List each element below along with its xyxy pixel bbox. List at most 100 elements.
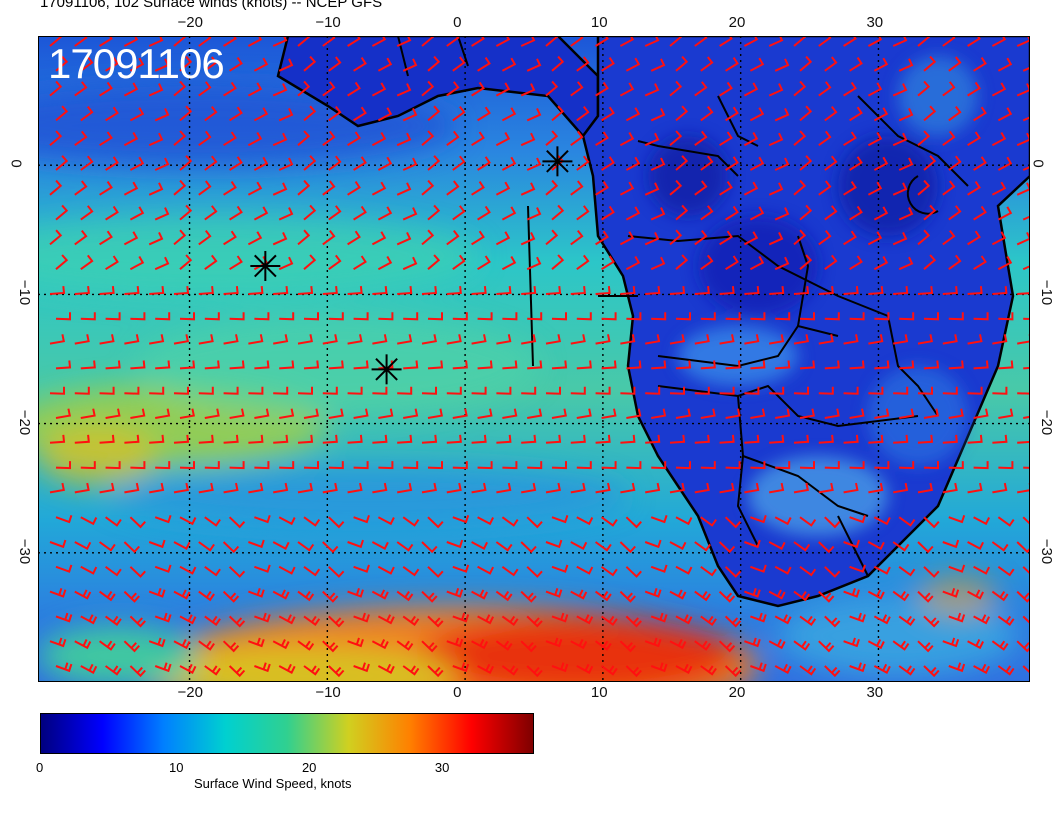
wind-barb xyxy=(279,312,295,321)
wind-barb xyxy=(867,639,885,650)
wind-barb xyxy=(923,516,940,529)
wind-barb xyxy=(545,587,563,598)
wind-barb xyxy=(130,461,146,470)
wind-barb xyxy=(700,615,717,627)
wind-barb xyxy=(223,334,239,345)
wind-barb xyxy=(626,408,642,419)
wind-barb xyxy=(824,56,838,72)
wind-barb xyxy=(923,566,940,578)
wind-barb xyxy=(297,482,313,494)
wind-barb xyxy=(799,360,816,370)
wind-barb xyxy=(799,105,813,122)
wind-barb xyxy=(279,360,295,370)
wind-barb xyxy=(545,130,559,146)
wind-barb xyxy=(998,408,1014,419)
wind-barb xyxy=(254,564,271,573)
wind-barb xyxy=(99,482,115,494)
wind-barb xyxy=(427,204,441,221)
wind-barb xyxy=(377,614,395,625)
wind-barb xyxy=(322,541,339,554)
wind-barb xyxy=(551,254,565,270)
wind-barb xyxy=(248,539,265,549)
wind-barb xyxy=(80,461,96,470)
wind-barb xyxy=(527,360,543,370)
wind-barb xyxy=(650,58,666,72)
wind-barb xyxy=(893,482,909,494)
wind-barb xyxy=(254,408,270,419)
wind-barb xyxy=(446,637,464,648)
wind-barb xyxy=(675,565,693,575)
wind-barb xyxy=(446,539,464,549)
wind-barb xyxy=(824,516,841,529)
wind-barb xyxy=(744,434,760,444)
wind-barb xyxy=(521,386,537,395)
wind-barb xyxy=(397,334,413,345)
wind-barb xyxy=(198,541,215,552)
wind-barb xyxy=(402,665,420,676)
wind-barb xyxy=(396,83,412,97)
wind-barb xyxy=(80,56,94,72)
lon-tick-label-top: 20 xyxy=(728,14,746,31)
wind-barb xyxy=(917,179,931,196)
wind-barb xyxy=(228,665,246,678)
wind-barb xyxy=(229,156,243,171)
wind-barb xyxy=(396,132,412,147)
wind-barb xyxy=(124,285,140,295)
wind-barb xyxy=(595,131,609,147)
wind-barb xyxy=(446,229,460,246)
wind-barb xyxy=(570,180,584,196)
wind-barb xyxy=(551,612,569,623)
wind-barb xyxy=(421,386,437,395)
wind-barb xyxy=(793,179,807,196)
wind-barb xyxy=(229,360,245,370)
wind-barb xyxy=(278,58,294,72)
wind-barb xyxy=(353,156,367,171)
wind-barb xyxy=(997,256,1013,271)
wind-barb xyxy=(749,156,765,171)
wind-barb xyxy=(669,434,686,444)
wind-barb xyxy=(625,206,641,221)
wind-barb xyxy=(124,334,140,345)
wind-barb xyxy=(154,107,170,122)
wind-barb xyxy=(873,206,889,221)
wind-barb xyxy=(750,461,766,470)
wind-barb xyxy=(545,229,559,246)
wind-barb xyxy=(774,663,792,674)
wind-barb xyxy=(967,589,984,600)
wind-barb xyxy=(154,256,170,271)
wind-barb xyxy=(620,285,636,295)
wind-barb xyxy=(204,155,218,171)
wind-barb xyxy=(719,131,733,147)
wind-barb xyxy=(278,663,296,674)
wind-barb xyxy=(55,408,71,419)
wind-barb xyxy=(973,255,987,271)
wind-barb xyxy=(601,156,615,171)
wind-barb xyxy=(278,256,294,271)
wind-barb xyxy=(198,229,212,246)
wind-barb xyxy=(991,590,1009,602)
wind-barb xyxy=(793,80,807,97)
wind-barb xyxy=(353,106,367,122)
wind-barb xyxy=(595,482,611,494)
wind-barb xyxy=(595,230,609,246)
wind-barb xyxy=(328,566,345,578)
wind-barb xyxy=(824,155,838,171)
wind-barb xyxy=(867,82,883,97)
wind-barb xyxy=(793,590,811,602)
wind-barb xyxy=(347,334,363,345)
wind-barb xyxy=(471,434,487,444)
wind-barb xyxy=(328,516,345,529)
wind-barb xyxy=(229,461,245,470)
wind-barb xyxy=(397,434,413,444)
wind-barb xyxy=(719,482,735,494)
wind-barb xyxy=(173,434,190,444)
wind-barb xyxy=(49,386,65,395)
wind-barb xyxy=(899,461,915,470)
wind-barb xyxy=(347,285,363,295)
wind-barb xyxy=(521,482,537,494)
wind-barb xyxy=(471,285,487,295)
wind-barb xyxy=(377,107,393,122)
wind-barb xyxy=(322,590,339,603)
wind-barb xyxy=(799,615,817,627)
wind-barb xyxy=(520,640,537,653)
